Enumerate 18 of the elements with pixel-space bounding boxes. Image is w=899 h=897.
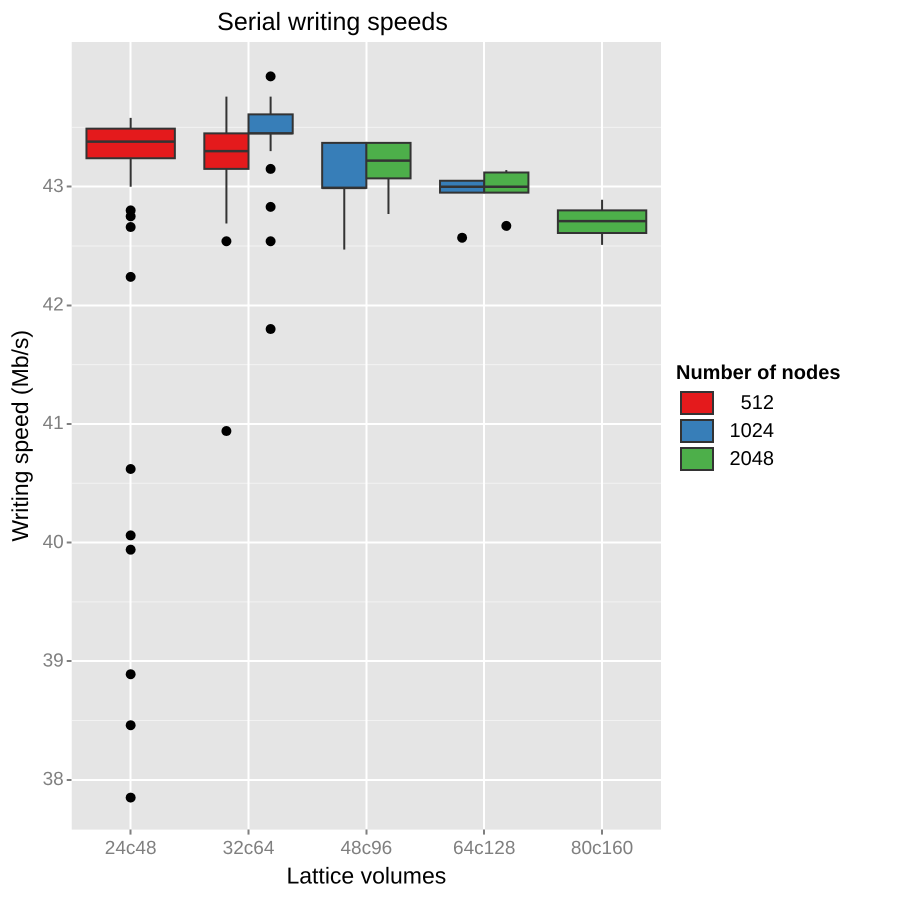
x-tick-label: 24c48 xyxy=(104,838,157,860)
y-tick-label: 41 xyxy=(42,413,64,434)
y-tick-label: 43 xyxy=(42,176,64,197)
y-tick-label: 39 xyxy=(42,650,64,672)
y-tick-label: 40 xyxy=(42,532,64,553)
legend-label: 1024 xyxy=(728,420,774,442)
legend-label: 512 xyxy=(740,392,774,414)
y-tick-label: 38 xyxy=(42,769,64,790)
y-axis-title: Writing speed (Mb/s) xyxy=(7,330,34,542)
x-tick-label: 80c160 xyxy=(570,838,634,860)
x-axis-title: Lattice volumes xyxy=(286,862,446,889)
x-tick-label: 48c96 xyxy=(340,838,392,860)
y-tick-label: 42 xyxy=(42,294,64,316)
legend-label: 2048 xyxy=(728,448,774,470)
legend-title: Number of nodes xyxy=(676,362,840,385)
x-tick-label: 64c128 xyxy=(453,838,516,860)
chart-title: Serial writing speeds xyxy=(217,8,448,36)
x-tick-label: 32c64 xyxy=(222,838,275,860)
